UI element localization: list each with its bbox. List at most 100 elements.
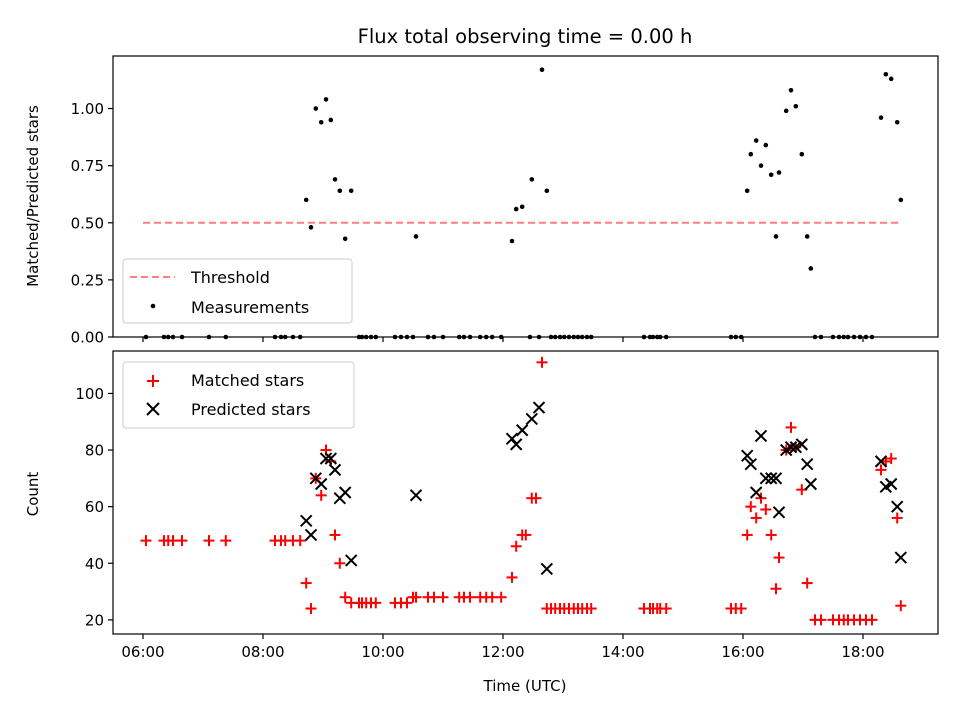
top-legend-box: [122, 258, 353, 324]
matched-stars-point: [735, 603, 747, 615]
predicted-stars-point: [795, 438, 809, 451]
predicted-stars-point: [764, 472, 778, 485]
predicted-stars-point: [314, 477, 328, 491]
matched-stars-point: [506, 571, 518, 583]
predicted-stars-point: [740, 449, 754, 462]
bottom-x-tick-label: 10:00: [361, 643, 404, 661]
predicted-stars-point: [749, 486, 763, 499]
matched-stars-point: [750, 512, 762, 524]
matched-stars-point: [536, 356, 548, 368]
legend-predicted-label: Predicted stars: [191, 400, 311, 419]
matched-stars-point: [866, 614, 878, 626]
predicted-stars-point: [324, 452, 338, 465]
top-legend: Threshold Measurements: [122, 258, 353, 324]
predicted-stars-point: [319, 452, 333, 465]
predicted-stars-point: [328, 463, 342, 477]
matched-stars-point: [220, 535, 232, 547]
measurement-point: [328, 117, 334, 123]
predicted-stars-point: [804, 477, 818, 491]
matched-stars-point: [300, 577, 312, 589]
predicted-stars-point: [784, 441, 798, 454]
measurement-point: [808, 266, 814, 271]
matched-stars-point: [410, 591, 422, 603]
predicted-stars-point: [772, 506, 786, 519]
legend-predicted-swatch: [146, 402, 160, 416]
predicted-stars-point: [874, 455, 888, 468]
matched-stars-point: [765, 529, 777, 541]
measurement-point: [342, 236, 348, 242]
bottom-x-tick-label: 18:00: [841, 643, 884, 661]
measurement-point: [783, 108, 789, 114]
top-y-tick-label: 0.25: [71, 271, 104, 289]
measurement-point: [758, 163, 764, 168]
measurement-point: [898, 197, 904, 203]
measurement-point: [888, 76, 894, 82]
measurement-point: [744, 188, 750, 194]
matched-stars-point: [495, 591, 507, 603]
bottom-y-tick-label: 100: [75, 385, 104, 403]
bottom-x-axis-label: Time (UTC): [483, 677, 567, 695]
measurement-point: [748, 151, 754, 157]
predicted-stars-point: [894, 551, 908, 564]
bottom-x-tick-label: 14:00: [601, 643, 644, 661]
predicted-stars-point: [769, 472, 783, 485]
measurement-point: [539, 67, 545, 73]
measurement-point: [413, 234, 419, 239]
measurement-point: [878, 115, 884, 120]
measurement-point: [303, 197, 309, 203]
bottom-x-tick-label: 16:00: [721, 643, 764, 661]
measurement-point: [313, 106, 319, 111]
measurement-point: [332, 177, 338, 182]
measurement-point: [804, 234, 810, 239]
predicted-stars-point: [890, 500, 904, 513]
predicted-stars-point: [744, 457, 758, 471]
predicted-stars-point: [789, 441, 803, 454]
matched-stars-point: [140, 535, 152, 547]
matched-stars-point: [203, 535, 215, 547]
matched-stars-point: [801, 577, 813, 589]
top-y-axis-label: Matched/Predicted stars: [24, 105, 42, 287]
measurement-point: [799, 151, 805, 157]
measurement-point: [337, 188, 343, 194]
measurement-point: [776, 170, 782, 175]
matched-stars-point: [329, 529, 341, 541]
matched-stars-point: [370, 597, 382, 609]
measurement-point: [768, 172, 774, 178]
predicted-stars-point: [505, 432, 519, 445]
matched-stars-point: [510, 540, 522, 552]
measurement-point: [323, 97, 329, 102]
measurement-point: [318, 119, 324, 125]
bottom-y-tick-label: 80: [85, 442, 104, 460]
measurement-point: [763, 142, 769, 148]
legend-threshold-label: Threshold: [190, 268, 270, 287]
legend-measurements-swatch: [150, 303, 156, 309]
measurement-point: [509, 238, 515, 244]
matched-stars-point: [885, 453, 897, 465]
matched-stars-point: [760, 503, 772, 515]
predicted-stars-point: [515, 424, 529, 437]
measurement-point: [753, 138, 759, 143]
predicted-stars-point: [525, 412, 539, 426]
matched-stars-point: [334, 557, 346, 569]
measurement-point: [773, 234, 779, 239]
bottom-axes-frame: [112, 350, 939, 635]
bottom-x-tick-label: 06:00: [121, 643, 164, 661]
bottom-y-tick-label: 60: [85, 498, 104, 516]
top-y-tick-label: 0.50: [71, 214, 104, 232]
top-plot-marks: [143, 67, 904, 340]
bottom-axes: 20 40 60 80 100 06:00 08:00 10:00 12:00 14:00 16:0…: [75, 350, 939, 661]
predicted-stars-point: [532, 401, 546, 414]
bottom-plot-marks: [140, 356, 908, 626]
matched-stars-point: [437, 591, 449, 603]
predicted-stars-point: [754, 429, 768, 443]
measurement-point: [544, 188, 550, 194]
matched-stars-point: [585, 603, 597, 615]
predicted-stars-point: [509, 438, 523, 451]
measurement-point: [348, 188, 354, 194]
matched-stars-point: [530, 492, 542, 504]
predicted-stars-point: [884, 477, 898, 491]
measurement-point: [529, 177, 535, 182]
measurement-point: [308, 225, 314, 230]
